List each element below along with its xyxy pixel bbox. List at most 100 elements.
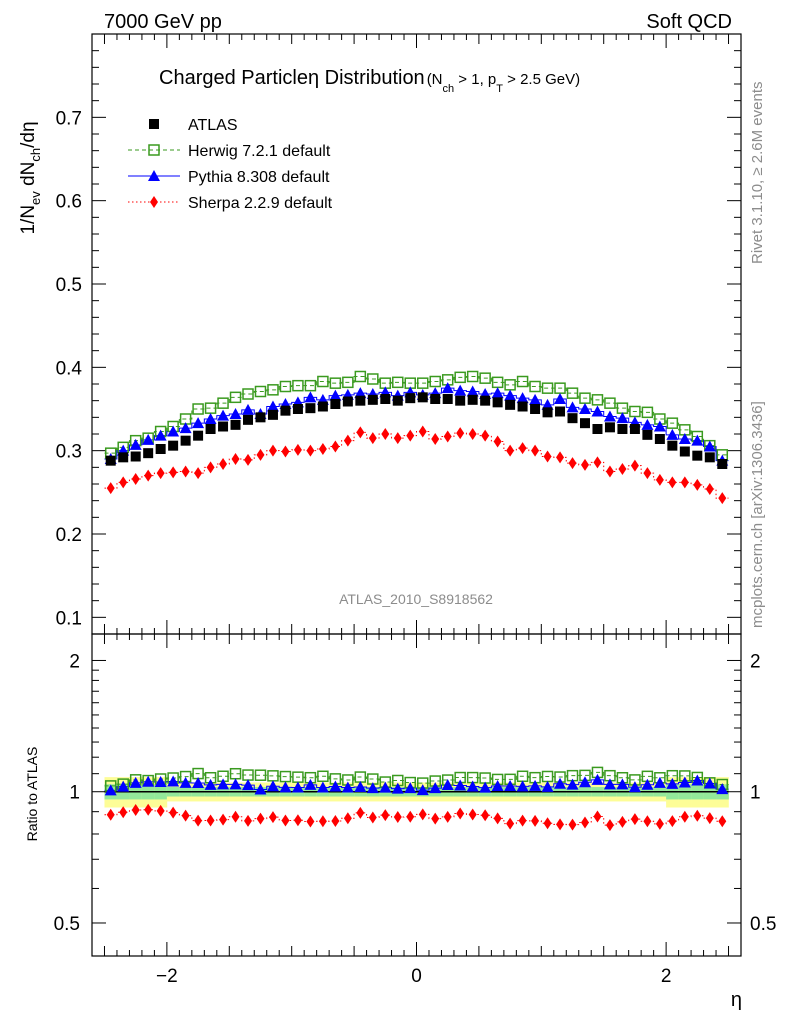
main-point-herwig — [454, 371, 466, 384]
ratio-point-sherpa — [630, 813, 639, 826]
main-point-pythia — [242, 403, 255, 415]
main-point-herwig — [342, 376, 354, 389]
ratio-point-sherpa — [680, 810, 689, 823]
ratio-panel-frame — [91, 633, 742, 957]
main-point-sherpa — [156, 467, 165, 480]
main-ytick-label: 0.1 — [56, 608, 82, 629]
header-process-label: Soft QCD — [646, 11, 732, 33]
main-point-sherpa — [343, 434, 352, 447]
main-point-sherpa — [643, 467, 652, 480]
main-point-sherpa — [718, 492, 727, 505]
main-point-pythia — [691, 434, 704, 446]
ratio-point-sherpa — [219, 813, 228, 826]
ratio-point-pythia — [167, 775, 180, 787]
mcplots-credit-label: mcplots.cern.ch [arXiv:1306.3436] — [749, 401, 766, 628]
ratio-point-pythia — [653, 776, 666, 788]
ratio-point-sherpa — [331, 815, 340, 828]
ratio-ytick-label-right: 0.5 — [750, 914, 776, 935]
ratio-point-pythia — [416, 784, 429, 796]
ratio-point-sherpa — [368, 811, 377, 824]
ratio-point-pythia — [229, 778, 242, 790]
ratio-point-sherpa — [281, 814, 290, 827]
ratio-point-pythia — [329, 780, 342, 792]
main-point-herwig — [641, 406, 654, 419]
main-ytick-label: 0.2 — [56, 525, 82, 546]
main-title-sub-T: T — [496, 83, 503, 95]
ratio-point-sherpa — [468, 808, 477, 821]
ratio-point-pythia — [304, 778, 317, 790]
main-point-atlas — [267, 409, 278, 420]
main-title-sub: (N — [427, 71, 443, 88]
ratio-point-pythia — [404, 782, 417, 794]
main-point-atlas — [367, 394, 378, 405]
ratio-line-herwig — [104, 771, 729, 787]
main-point-atlas — [480, 395, 491, 406]
main-point-atlas — [667, 440, 678, 451]
main-point-atlas — [130, 451, 141, 462]
main-point-atlas — [380, 394, 391, 404]
main-point-sherpa — [268, 444, 277, 457]
ratio-point-pythia — [279, 781, 292, 793]
main-point-herwig — [317, 375, 329, 388]
main-point-sherpa — [256, 448, 265, 461]
main-point-atlas — [105, 455, 116, 466]
ratio-point-pythia — [541, 780, 554, 792]
ratio-axes: −2 0 2 0.5 0.5 1 1 2 2 — [54, 634, 776, 987]
ratio-point-sherpa — [568, 818, 577, 831]
ratio-point-sherpa — [618, 815, 627, 828]
main-point-pythia — [554, 393, 567, 404]
main-point-atlas — [642, 429, 653, 440]
ratio-point-herwig — [254, 769, 267, 781]
main-point-pythia — [603, 410, 616, 422]
ratio-point-sherpa — [655, 817, 664, 830]
ratio-point-sherpa — [406, 810, 415, 823]
main-point-sherpa — [693, 478, 702, 491]
legend-label-sherpa: Sherpa 2.2.9 default — [188, 195, 333, 212]
ratio-point-pythia — [441, 779, 454, 791]
main-point-pythia — [154, 429, 167, 441]
main-point-atlas — [505, 399, 516, 410]
ratio-point-sherpa — [206, 814, 215, 827]
ratio-point-pythia — [254, 783, 267, 795]
ratio-point-pythia — [491, 779, 504, 791]
main-point-sherpa — [518, 442, 527, 455]
main-point-sherpa — [206, 461, 215, 474]
analysis-watermark: ATLAS_2010_S8918562 — [339, 591, 493, 607]
main-point-sherpa — [194, 467, 203, 480]
ratio-point-pythia — [591, 773, 604, 785]
main-point-herwig — [192, 403, 204, 415]
main-point-atlas — [255, 412, 266, 423]
main-title-sub-end: > 2.5 GeV) — [503, 71, 580, 88]
main-point-herwig — [292, 379, 304, 392]
ratio-point-sherpa — [593, 810, 602, 823]
legend-marker-herwig — [148, 144, 160, 156]
main-point-atlas — [542, 407, 553, 418]
ratio-point-pythia — [192, 776, 205, 788]
ratio-point-pythia — [616, 778, 629, 790]
main-point-pythia — [578, 403, 591, 414]
main-point-herwig — [242, 388, 254, 400]
main-point-sherpa — [481, 429, 490, 442]
main-point-herwig — [329, 377, 342, 389]
ratio-point-sherpa — [543, 817, 552, 830]
main-point-herwig — [304, 379, 317, 392]
main-point-atlas — [317, 401, 328, 412]
main-point-atlas — [180, 435, 191, 446]
main-point-sherpa — [556, 451, 565, 464]
ratio-ylabel: Ratio to ATLAS — [24, 747, 40, 842]
main-point-herwig — [254, 385, 267, 398]
main-point-sherpa — [605, 465, 614, 478]
legend-label-herwig: Herwig 7.2.1 default — [188, 143, 331, 160]
ratio-point-sherpa — [256, 812, 265, 825]
main-point-atlas — [342, 396, 353, 407]
ratio-point-sherpa — [580, 816, 589, 829]
ratio-point-pythia — [529, 779, 542, 791]
ratio-point-sherpa — [318, 815, 327, 828]
main-point-sherpa — [406, 429, 415, 442]
main-point-sherpa — [493, 435, 502, 448]
legend-label-atlas: ATLAS — [188, 117, 238, 134]
main-title: Charged Particleη Distribution (Nch > 1, … — [159, 67, 580, 95]
ratio-point-sherpa — [169, 806, 178, 819]
ratio-point-sherpa — [705, 812, 714, 825]
ratio-point-sherpa — [131, 804, 140, 817]
